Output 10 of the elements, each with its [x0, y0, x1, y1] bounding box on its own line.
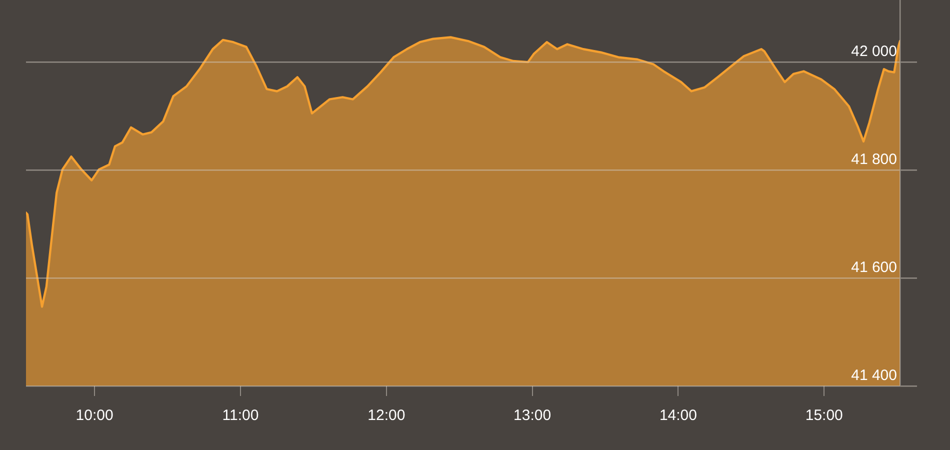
x-tick-label: 14:00 — [659, 407, 697, 424]
y-tick-label: 41 600 — [851, 259, 897, 276]
x-tick-label: 13:00 — [514, 407, 552, 424]
y-tick-label: 41 800 — [851, 151, 897, 168]
y-tick-label: 42 000 — [851, 43, 897, 60]
x-tick-label: 12:00 — [368, 407, 406, 424]
y-tick-label: 41 400 — [851, 367, 897, 384]
x-tick-label: 10:00 — [76, 407, 114, 424]
x-tick-label: 11:00 — [222, 407, 259, 424]
x-tick-label: 15:00 — [805, 407, 843, 424]
